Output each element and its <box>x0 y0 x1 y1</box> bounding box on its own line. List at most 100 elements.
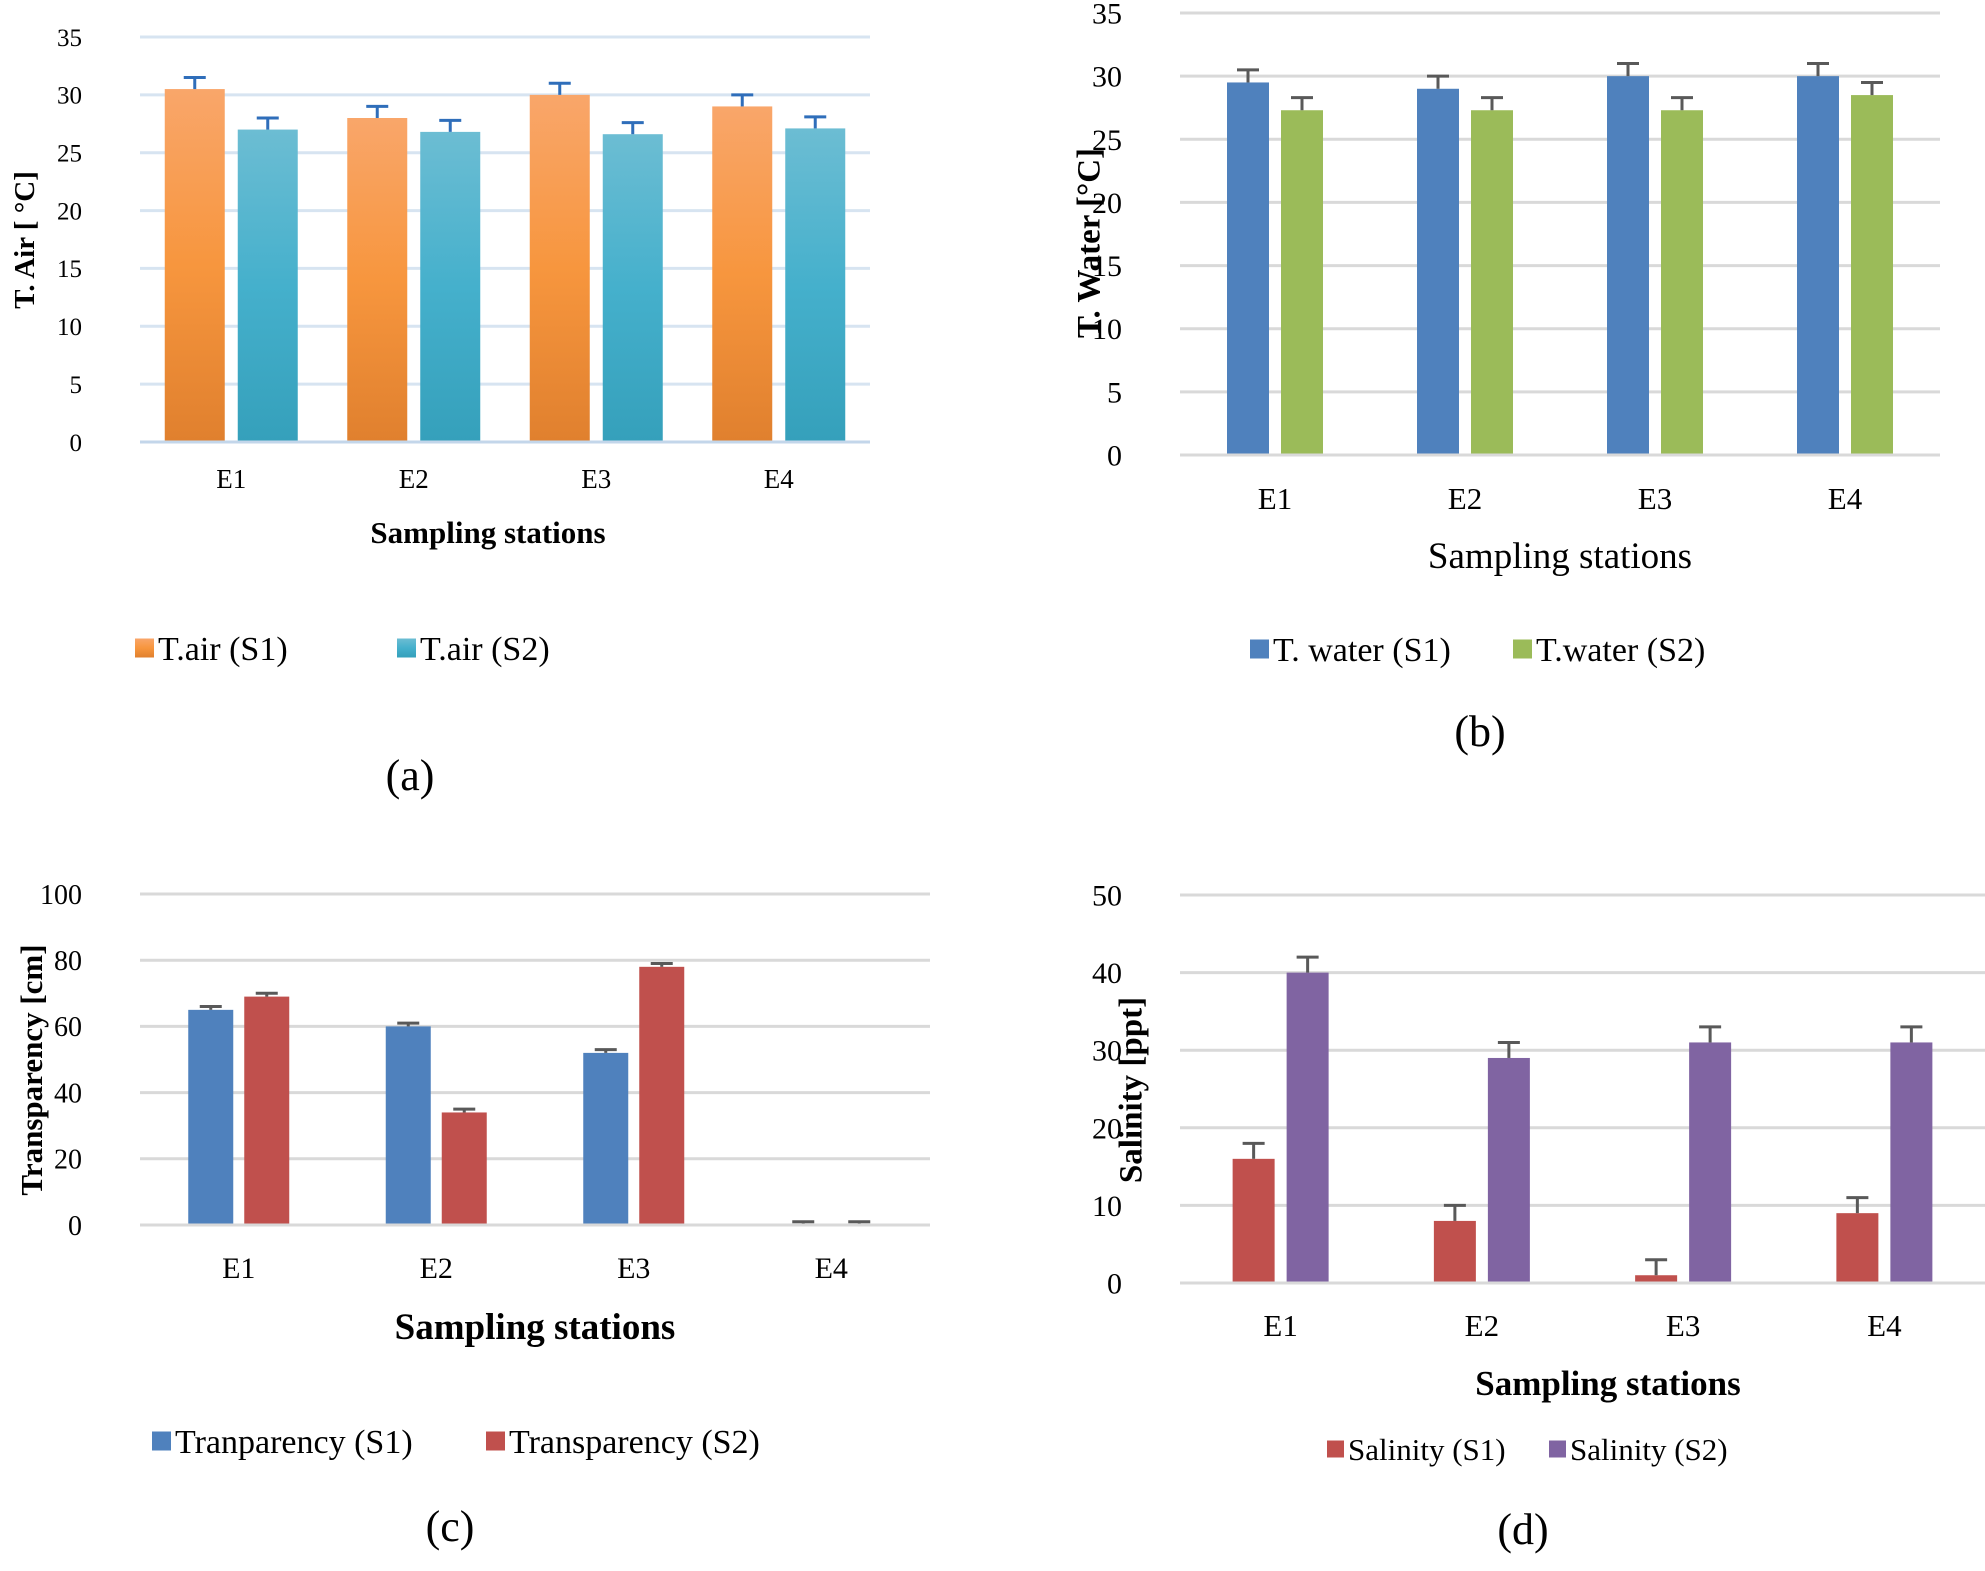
bar <box>1487 1057 1530 1283</box>
x-tick-label: E3 <box>581 464 611 494</box>
y-tick-label: 25 <box>1092 124 1122 157</box>
bar <box>1635 1275 1678 1283</box>
chart-panel-d: 0 10 20 30 40 50 E1 E2 E3 E4 Sampling stations S… <box>1092 880 1985 1554</box>
panel-label: (a) <box>386 751 435 800</box>
x-tick-label: E2 <box>420 1252 453 1285</box>
bar <box>583 1052 629 1225</box>
y-axis-label: T. Air [ °C] <box>9 171 41 309</box>
panel-label: (b) <box>1454 707 1505 756</box>
bar <box>1689 1042 1732 1283</box>
bars <box>1227 62 1893 456</box>
legend-swatch-s2 <box>1513 639 1532 659</box>
y-tick-label: 20 <box>57 198 82 225</box>
bar <box>1661 110 1703 456</box>
x-tick-label: E1 <box>1258 481 1292 516</box>
bar <box>1227 82 1269 455</box>
bar <box>347 118 408 442</box>
panel-label: (c) <box>426 1502 475 1551</box>
y-tick-labels: 0 5 10 15 20 25 30 35 <box>1092 0 1122 473</box>
y-tick-label: 20 <box>1092 187 1122 220</box>
bar <box>1851 95 1893 455</box>
x-axis-label: Sampling stations <box>395 1307 676 1348</box>
bar <box>1607 76 1649 456</box>
legend-swatch-s2 <box>1549 1440 1566 1458</box>
y-tick-label: 50 <box>1092 880 1122 913</box>
x-tick-label: E4 <box>764 464 794 494</box>
y-tick-label: 10 <box>1092 1190 1122 1223</box>
bar <box>420 131 481 442</box>
y-tick-label: 0 <box>1107 440 1122 473</box>
bar <box>244 996 290 1225</box>
y-tick-label: 15 <box>1092 250 1122 283</box>
y-axis-label: Transparency [cm] <box>14 944 49 1195</box>
y-axis-label: Salinity [ppt] <box>1114 997 1150 1183</box>
bar <box>712 106 773 442</box>
bars <box>164 76 846 443</box>
x-tick-labels: E1 E2 E3 E4 <box>1258 481 1863 516</box>
x-tick-label: E1 <box>216 464 246 494</box>
bar <box>785 128 846 442</box>
bar <box>639 966 685 1225</box>
bar <box>529 94 590 442</box>
x-tick-label: E2 <box>399 464 429 494</box>
x-tick-label: E4 <box>1828 481 1863 516</box>
bar <box>1417 88 1459 456</box>
y-tick-label: 30 <box>1092 61 1122 94</box>
legend-swatch-s1 <box>152 1431 171 1451</box>
y-tick-label: 25 <box>57 140 82 167</box>
y-tick-labels: 0 5 10 15 20 25 30 35 <box>57 25 82 457</box>
x-tick-label: E3 <box>617 1252 650 1285</box>
y-tick-label: 40 <box>1092 957 1122 990</box>
legend-swatch-s2 <box>397 638 416 658</box>
bars <box>1232 955 1933 1283</box>
bar <box>1286 972 1329 1283</box>
bar <box>164 89 225 443</box>
y-tick-label: 30 <box>57 83 82 110</box>
legend-label-s1: Salinity (S1) <box>1348 1432 1506 1467</box>
chart-panel-b: 0 5 10 15 20 25 30 35 E1 E2 E3 E4 Sampling station… <box>1072 0 1940 756</box>
legend-swatch-s2 <box>486 1431 505 1451</box>
y-tick-label: 60 <box>54 1012 82 1043</box>
x-tick-labels: E1 E2 E3 E4 <box>216 464 794 494</box>
bar <box>1281 110 1323 456</box>
y-tick-label: 0 <box>68 1211 82 1242</box>
x-axis-label: Sampling stations <box>1475 1364 1741 1403</box>
y-tick-label: 100 <box>40 880 82 911</box>
y-tick-labels: 0 20 40 60 80 100 <box>40 880 82 1242</box>
bar <box>441 1112 487 1225</box>
y-tick-label: 10 <box>57 314 82 341</box>
x-tick-label: E1 <box>222 1252 255 1285</box>
y-tick-label: 35 <box>1092 0 1122 31</box>
bar <box>385 1026 431 1225</box>
x-axis-label: Sampling stations <box>370 515 605 550</box>
legend-swatch-s1 <box>135 638 154 658</box>
x-tick-labels: E1 E2 E3 E4 <box>1263 1308 1902 1343</box>
bar <box>1232 1158 1275 1283</box>
panel-label: (d) <box>1497 1505 1548 1554</box>
bar <box>1433 1220 1476 1283</box>
legend: T.air (S1) T.air (S2) <box>135 631 550 668</box>
x-tick-label: E4 <box>1867 1308 1902 1343</box>
chart-panel-a: 0 5 10 15 20 25 30 35 E1 E2 E3 E4 Sampling station… <box>9 25 870 800</box>
legend-label-s1: T.air (S1) <box>158 631 288 668</box>
legend-label-s2: T.air (S2) <box>420 631 550 668</box>
legend: T. water (S1) T.water (S2) <box>1250 632 1705 669</box>
y-tick-label: 15 <box>57 256 82 283</box>
bars <box>188 962 871 1225</box>
y-tick-labels: 0 10 20 30 40 50 <box>1092 880 1122 1301</box>
bar <box>1890 1042 1933 1283</box>
bar <box>1471 110 1513 456</box>
legend: Tranparency (S1) Transparency (S2) <box>152 1424 760 1461</box>
x-tick-label: E3 <box>1666 1308 1700 1343</box>
y-tick-label: 0 <box>70 430 83 457</box>
legend: Salinity (S1) Salinity (S2) <box>1327 1432 1728 1467</box>
legend-swatch-s1 <box>1250 639 1269 659</box>
y-tick-label: 80 <box>54 946 82 977</box>
x-tick-label: E2 <box>1448 481 1482 516</box>
x-axis-label: Sampling stations <box>1428 536 1692 577</box>
y-tick-label: 20 <box>54 1145 82 1176</box>
bar <box>1836 1213 1879 1283</box>
y-tick-label: 35 <box>57 25 82 52</box>
y-tick-label: 40 <box>54 1078 82 1109</box>
